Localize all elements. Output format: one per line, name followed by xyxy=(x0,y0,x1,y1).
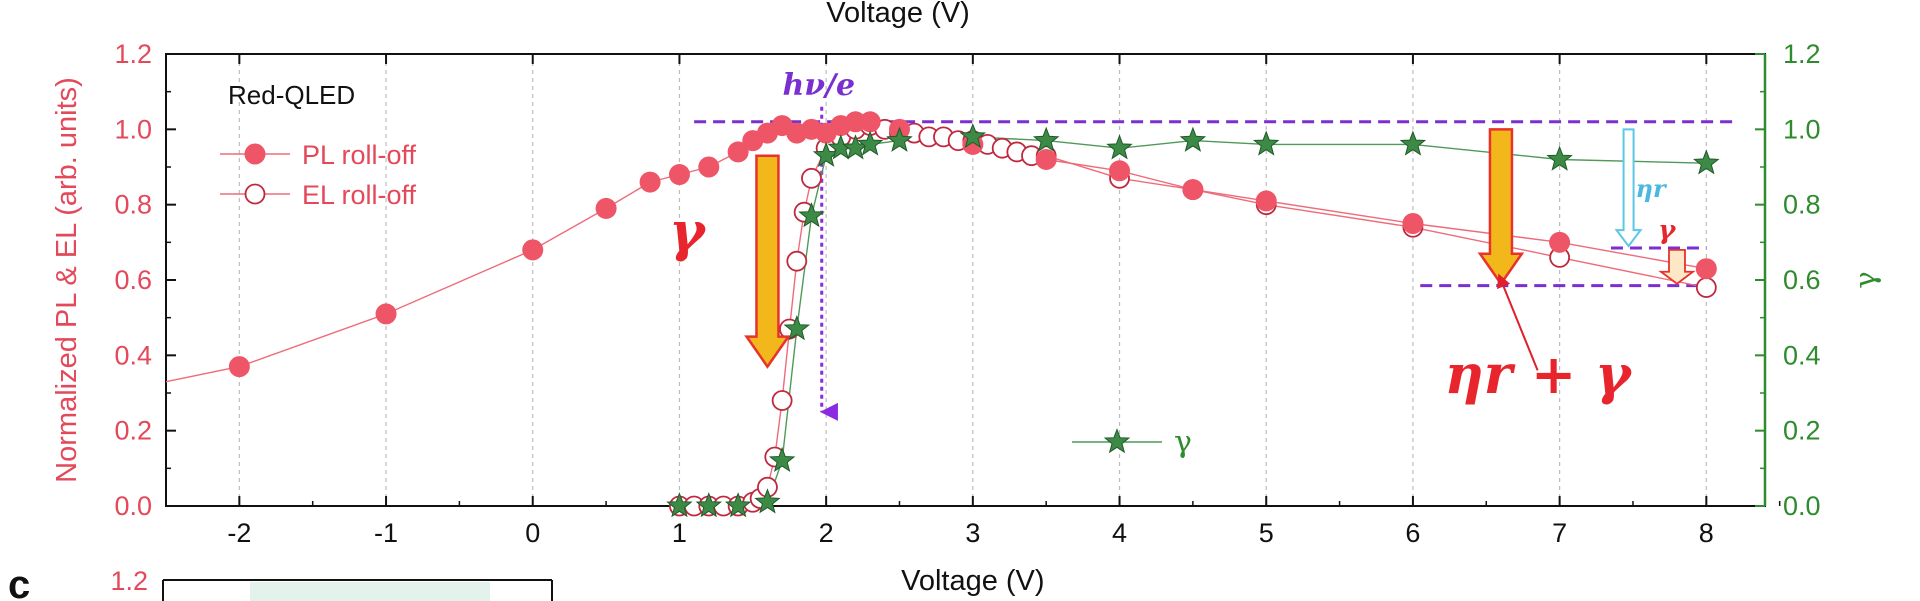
el-point xyxy=(801,167,822,189)
y-left-tick-label: 0.0 xyxy=(114,491,152,521)
eta-r-small-arrow xyxy=(1614,128,1643,248)
pl-point xyxy=(727,141,749,163)
legend-gamma-label: γ xyxy=(1174,425,1192,460)
y-right-tick-label: 0.4 xyxy=(1783,340,1821,370)
gamma-point xyxy=(768,446,796,473)
x-tick-label: 0 xyxy=(525,518,540,548)
pl-point xyxy=(698,156,720,178)
pl-point xyxy=(1255,190,1277,212)
x-tick-label: 8 xyxy=(1699,518,1714,548)
y-right-tick-label: 1.0 xyxy=(1783,114,1821,144)
pl-point xyxy=(639,171,661,193)
gamma-point xyxy=(1106,134,1133,160)
pl-point xyxy=(1402,213,1424,234)
x-tick-label: 2 xyxy=(819,518,834,548)
pl-point xyxy=(1549,231,1571,253)
y-left-tick-label: 1.2 xyxy=(114,39,152,69)
y-right-tick-label: 0.6 xyxy=(1783,265,1821,295)
x-tick-label: 5 xyxy=(1259,518,1274,548)
gamma-point xyxy=(666,492,693,518)
gamma-point xyxy=(754,488,781,514)
legend-pl-marker xyxy=(244,143,266,165)
gamma-point xyxy=(724,492,752,518)
pl-point xyxy=(522,239,544,261)
gamma-point xyxy=(886,126,913,152)
gamma-point xyxy=(798,202,825,228)
gamma-point xyxy=(783,315,811,341)
x-tick-label: 6 xyxy=(1405,518,1420,548)
gamma-point xyxy=(1546,145,1573,171)
gamma-point xyxy=(1693,149,1720,175)
top-axis-title-partial: Voltage (V) xyxy=(826,0,969,29)
panel-c-shaded-band xyxy=(250,582,490,601)
el-point xyxy=(786,250,808,272)
pl-point xyxy=(1182,179,1204,201)
gamma-point xyxy=(695,492,723,518)
x-axis-title: Voltage (V) xyxy=(901,565,1044,597)
y-left-tick-label: 0.4 xyxy=(114,340,152,370)
eta-plus-gamma-pointer xyxy=(1497,273,1539,371)
gamma-small-label: γ xyxy=(1658,216,1677,246)
x-tick-label: 1 xyxy=(672,518,687,548)
eta-plus-gamma-big-arrow xyxy=(1477,128,1525,286)
pl-point xyxy=(1109,160,1131,182)
y-right-tick-label: 0.0 xyxy=(1783,491,1821,521)
y-right-axis-title: γ xyxy=(1848,271,1882,288)
hv-e-label: hν/e xyxy=(782,68,855,103)
x-tick-label: 3 xyxy=(965,518,980,548)
pl-point xyxy=(1695,258,1717,280)
pl-point xyxy=(859,111,881,133)
device-label: Red-QLED xyxy=(228,80,355,110)
gamma-point xyxy=(1179,126,1207,152)
legend-el-marker xyxy=(244,183,266,205)
gamma-point xyxy=(1399,130,1427,156)
y-left-tick-label: 0.2 xyxy=(114,416,152,446)
pl-point xyxy=(595,197,617,219)
gamma-point xyxy=(856,130,884,156)
gamma-point xyxy=(1252,130,1280,156)
x-tick-label: 7 xyxy=(1552,518,1567,548)
gamma-point xyxy=(959,123,987,149)
y-left-tick-label: 0.6 xyxy=(114,265,152,295)
y-right-tick-label: 1.2 xyxy=(1783,39,1821,69)
pl-point xyxy=(375,303,397,325)
legend-pl-label: PL roll-off xyxy=(302,140,417,170)
pl-point xyxy=(1035,148,1057,170)
panel-c-y-tick: 1.2 xyxy=(110,566,148,596)
gamma-big-label: γ xyxy=(669,199,707,263)
eta-plus-gamma-label: ηr + γ xyxy=(1445,342,1634,406)
y-left-tick-label: 0.8 xyxy=(114,190,152,220)
pl-point xyxy=(668,164,690,186)
gamma-small-arrow xyxy=(1658,248,1696,285)
el-point xyxy=(771,390,793,411)
y-left-tick-label: 1.0 xyxy=(114,114,152,144)
eta-r-label: ηr xyxy=(1636,174,1668,203)
x-tick-label: -1 xyxy=(374,518,398,548)
y-right-tick-label: 0.2 xyxy=(1783,416,1821,446)
legend-gamma-marker xyxy=(1103,428,1131,454)
x-tick-label: 4 xyxy=(1112,518,1127,548)
pl-point xyxy=(228,356,250,378)
x-tick-label: -2 xyxy=(227,518,251,548)
panel-c-label: c xyxy=(8,563,30,601)
pl-point xyxy=(844,111,866,133)
y-right-tick-label: 0.8 xyxy=(1783,190,1821,220)
gamma-big-arrow xyxy=(744,154,791,369)
y-left-axis-title: Normalized PL & EL (arb. units) xyxy=(51,77,83,483)
legend-el-label: EL roll-off xyxy=(302,180,417,210)
el-point xyxy=(1695,277,1717,298)
gamma-point xyxy=(1032,126,1060,152)
